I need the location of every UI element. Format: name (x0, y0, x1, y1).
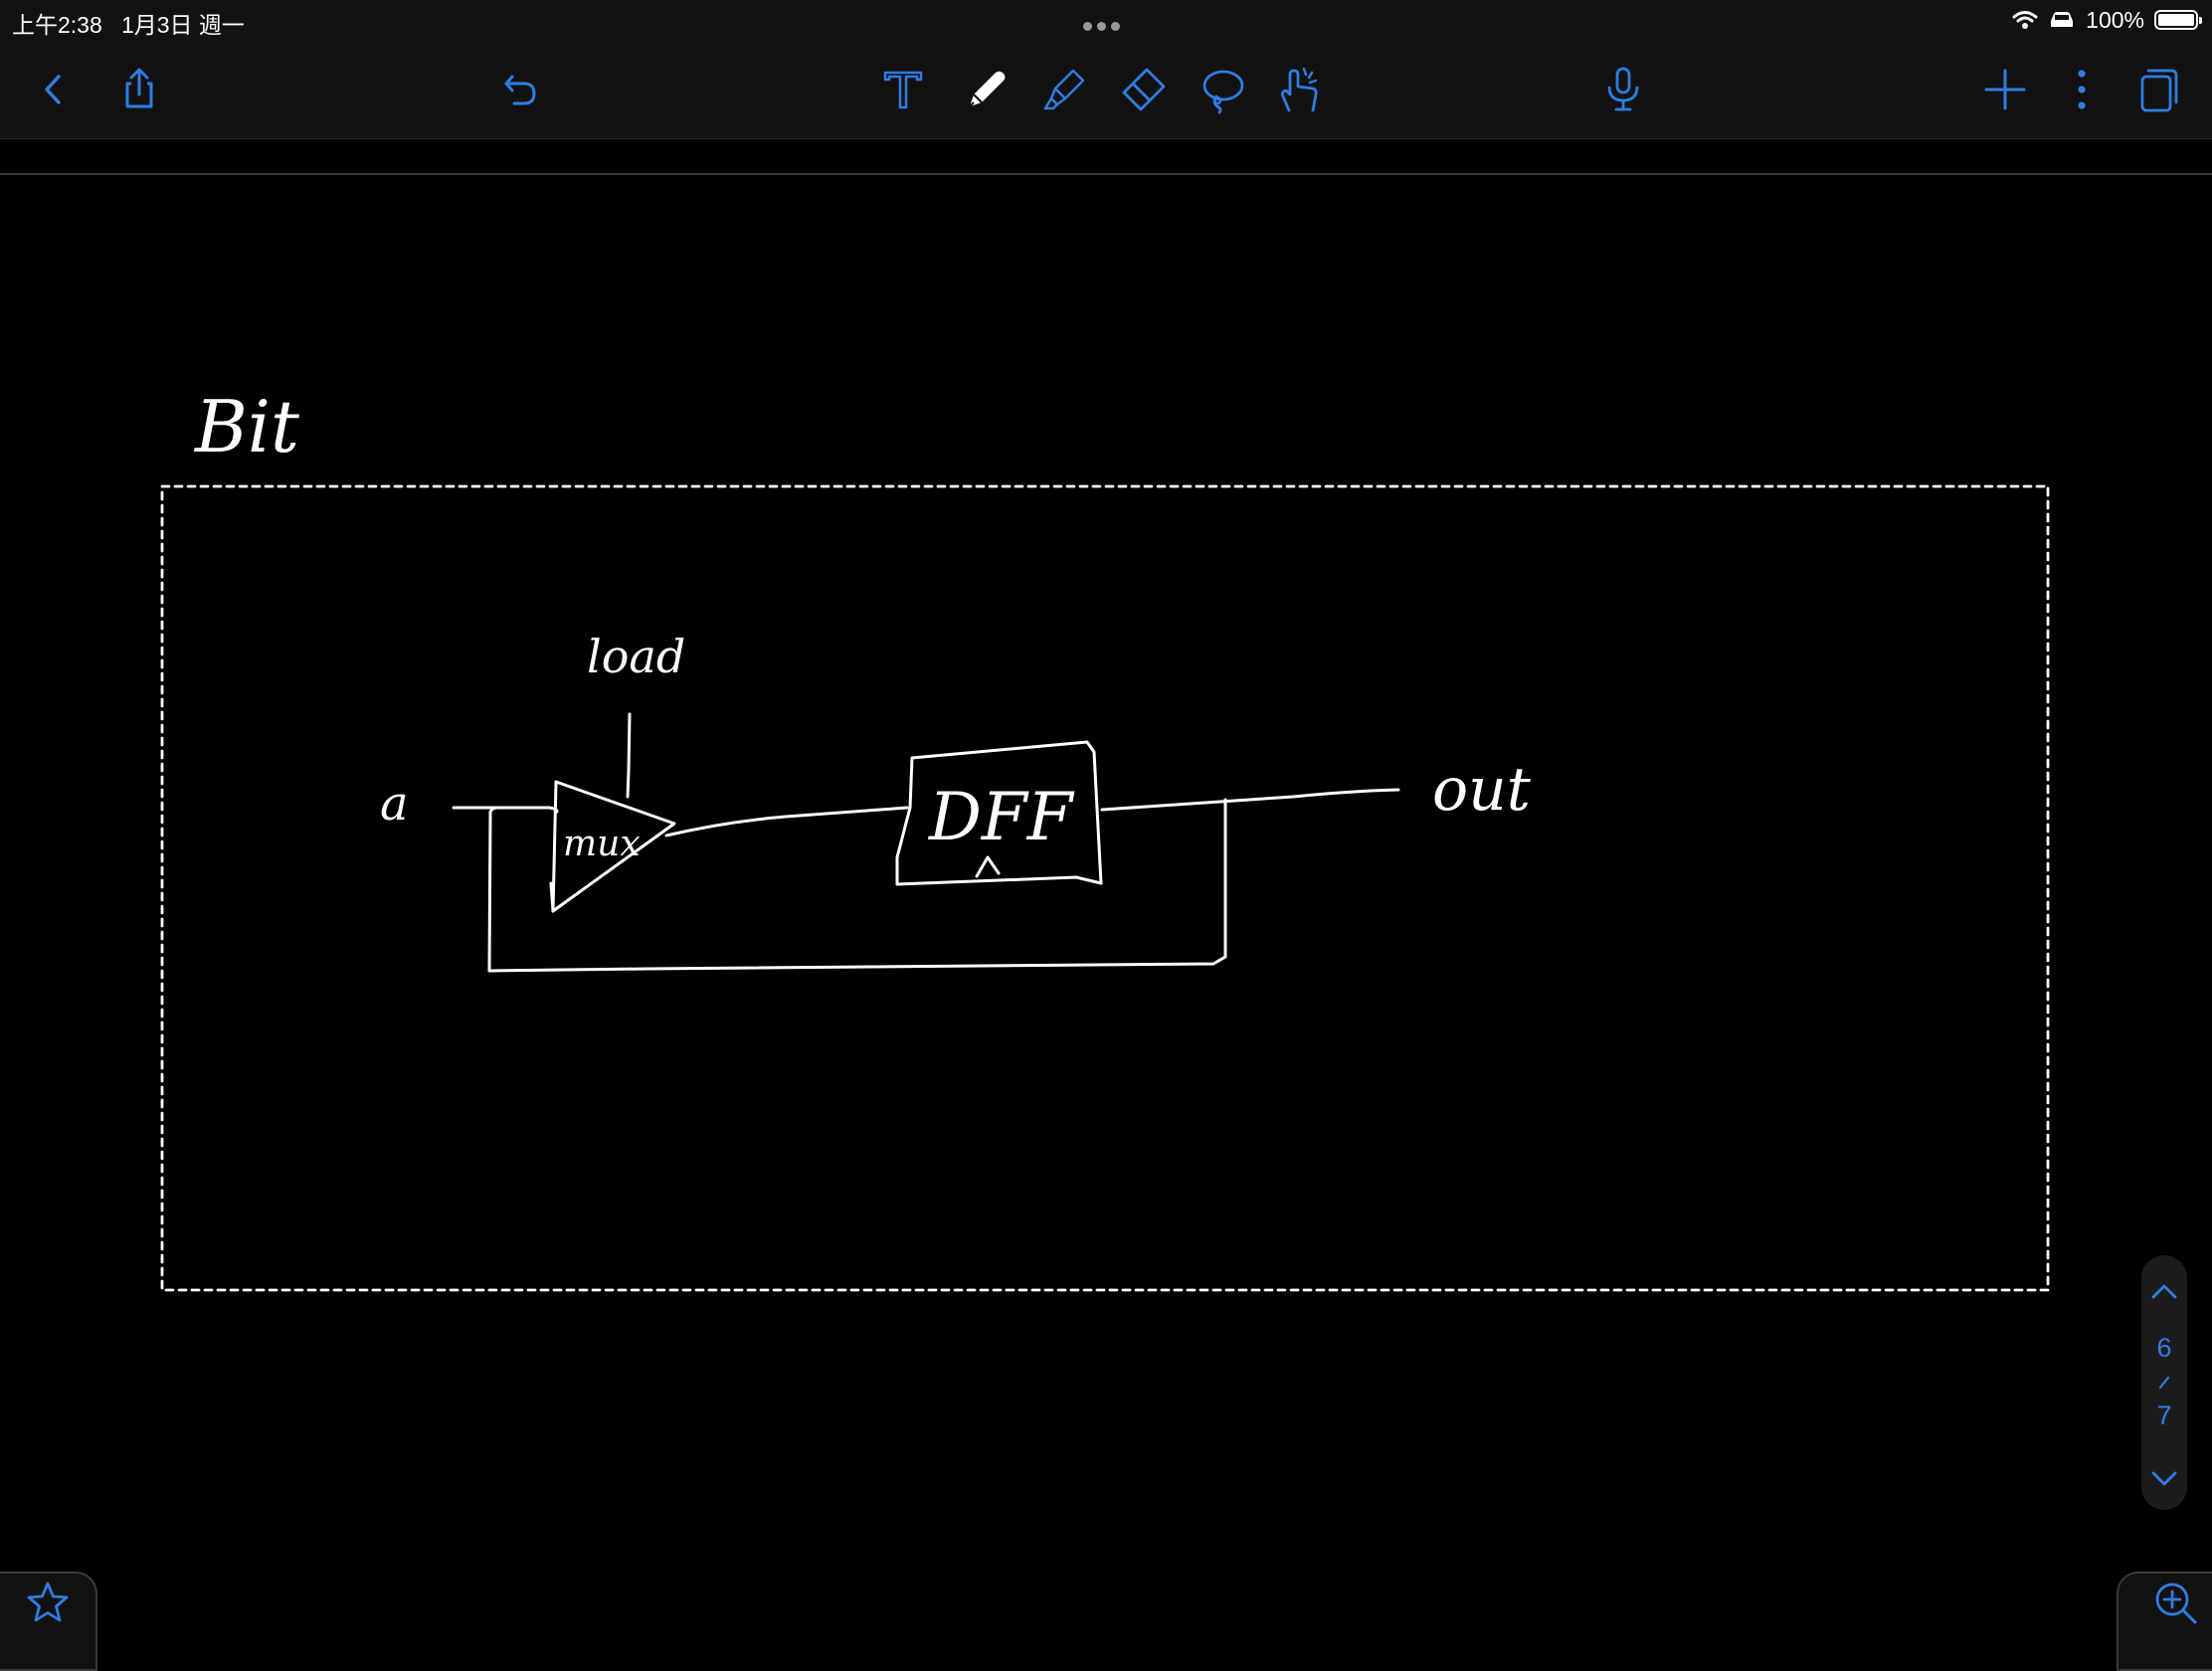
hand-pointer-tool-icon (1281, 67, 1318, 112)
dff-box (895, 740, 1103, 886)
current-page-number: 6 (2156, 1333, 2172, 1363)
status-bar: 上午2:38 1月3日 週一 100% (0, 0, 2212, 40)
share-icon (125, 68, 153, 108)
multitasking-dots-icon[interactable] (1083, 18, 1129, 31)
total-page-number: 7 (2156, 1400, 2172, 1430)
microphone-button[interactable] (1593, 60, 1653, 119)
input-wire (452, 806, 559, 814)
more-options-icon (2078, 70, 2086, 109)
more-options-button[interactable] (2052, 60, 2112, 119)
microphone-icon (1607, 67, 1639, 111)
zoom-button[interactable] (2117, 1572, 2212, 1671)
toolbar (0, 40, 2212, 139)
previous-page-button[interactable] (2141, 1269, 2187, 1313)
mux-to-dff-wire (664, 806, 909, 837)
pen-tool-button[interactable] (957, 60, 1016, 119)
add-page-button[interactable] (1975, 60, 2035, 119)
battery-icon (2154, 10, 2202, 30)
label-input-a: a (380, 776, 409, 832)
output-wire (1100, 788, 1400, 812)
chevron-up-icon (2151, 1284, 2177, 1299)
back-icon (45, 75, 61, 104)
lasso-tool-icon (1202, 70, 1244, 114)
note-canvas[interactable]: Bit a load mux DFF out (0, 175, 2212, 1659)
chevron-down-icon (2151, 1471, 2177, 1486)
share-button[interactable] (109, 60, 169, 119)
undo-button[interactable] (491, 60, 551, 119)
highlighter-tool-button[interactable] (1034, 60, 1094, 119)
label-load: load (587, 630, 685, 683)
label-mux: mux (563, 824, 641, 864)
favorite-button[interactable] (0, 1572, 97, 1671)
page-divider (0, 173, 2212, 175)
highlighter-tool-icon (1043, 69, 1085, 110)
dashed-frame (160, 484, 2050, 1292)
status-time: 上午2:38 1月3日 週一 (12, 6, 245, 40)
zoom-in-icon (2155, 1582, 2197, 1624)
page-separator-icon (2158, 1376, 2170, 1390)
clock-mark (975, 855, 1001, 878)
back-button[interactable] (24, 60, 84, 119)
handwriting-layer: Bit a load mux DFF out (160, 385, 2050, 1292)
eraser-tool-icon (1122, 68, 1166, 111)
mux-shape (551, 780, 676, 913)
eraser-tool-button[interactable] (1114, 60, 1174, 119)
battery-percentage: 100% (2086, 6, 2144, 33)
pen-tool-icon (969, 71, 1006, 107)
car-mode-icon (2051, 12, 2074, 27)
feedback-wire (487, 798, 1227, 973)
page-thumbnails-icon (2140, 69, 2178, 112)
status-date-text: 1月3日 週一 (120, 12, 245, 38)
add-page-icon (1984, 69, 2026, 110)
hand-tool-button[interactable] (1270, 60, 1330, 119)
status-time-text: 上午2:38 (12, 12, 102, 38)
label-out: out (1432, 755, 1532, 825)
load-wire (626, 712, 632, 799)
note-title: Bit (193, 385, 300, 468)
page-navigator: 6 7 (2141, 1255, 2187, 1510)
star-icon (27, 1581, 69, 1622)
text-tool-button[interactable] (873, 60, 933, 119)
label-dff: DFF (928, 779, 1075, 855)
status-indicators: 100% (2012, 4, 2202, 36)
next-page-button[interactable] (2141, 1456, 2187, 1500)
page-thumbnails-button[interactable] (2128, 60, 2188, 119)
lasso-tool-button[interactable] (1193, 60, 1252, 119)
wifi-icon (2012, 11, 2038, 29)
undo-icon (504, 75, 536, 105)
text-tool-icon (883, 71, 923, 109)
